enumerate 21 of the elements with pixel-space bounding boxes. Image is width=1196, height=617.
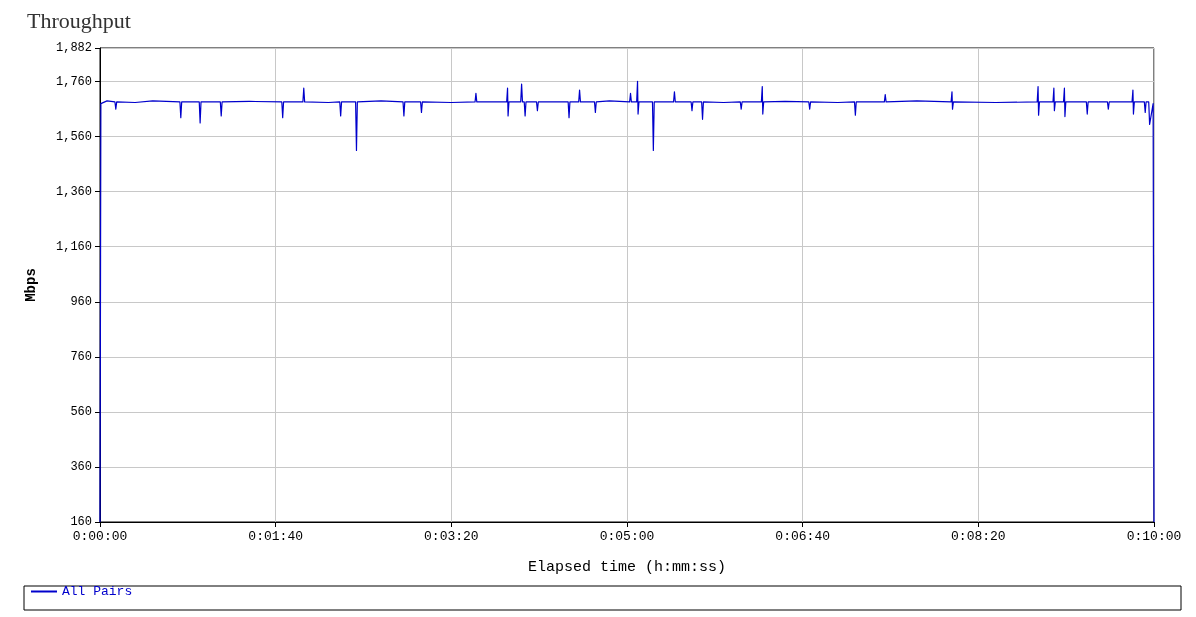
y-axis-title: Mbps <box>23 268 39 302</box>
y-tick-label: 1,760 <box>55 74 92 89</box>
y-tick-label: 160 <box>70 515 92 529</box>
y-tick-label: 1,360 <box>55 184 92 199</box>
y-tick-label: 560 <box>70 404 92 419</box>
x-tick-label: 0:00:00 <box>72 529 128 544</box>
chart-title: Throughput <box>27 7 131 33</box>
x-tick-label: 0:08:20 <box>951 529 1006 544</box>
y-tick-label: 960 <box>70 294 92 309</box>
y-tick-label: 360 <box>70 459 92 474</box>
x-tick-label: 0:01:40 <box>248 529 303 544</box>
x-tick-label: 0:10:00 <box>1126 529 1182 544</box>
y-tick-label: 1,160 <box>55 239 92 254</box>
y-tick-label: 760 <box>70 349 92 364</box>
y-tick-label: 1,560 <box>55 129 92 144</box>
y-tick-label: 1,882 <box>55 41 92 55</box>
legend-label: All Pairs <box>62 584 133 599</box>
x-tick-label: 0:05:00 <box>599 529 655 544</box>
x-axis-title: Elapsed time (h:mm:ss) <box>527 559 727 576</box>
x-tick-label: 0:03:20 <box>424 529 479 544</box>
x-tick-label: 0:06:40 <box>775 529 830 544</box>
